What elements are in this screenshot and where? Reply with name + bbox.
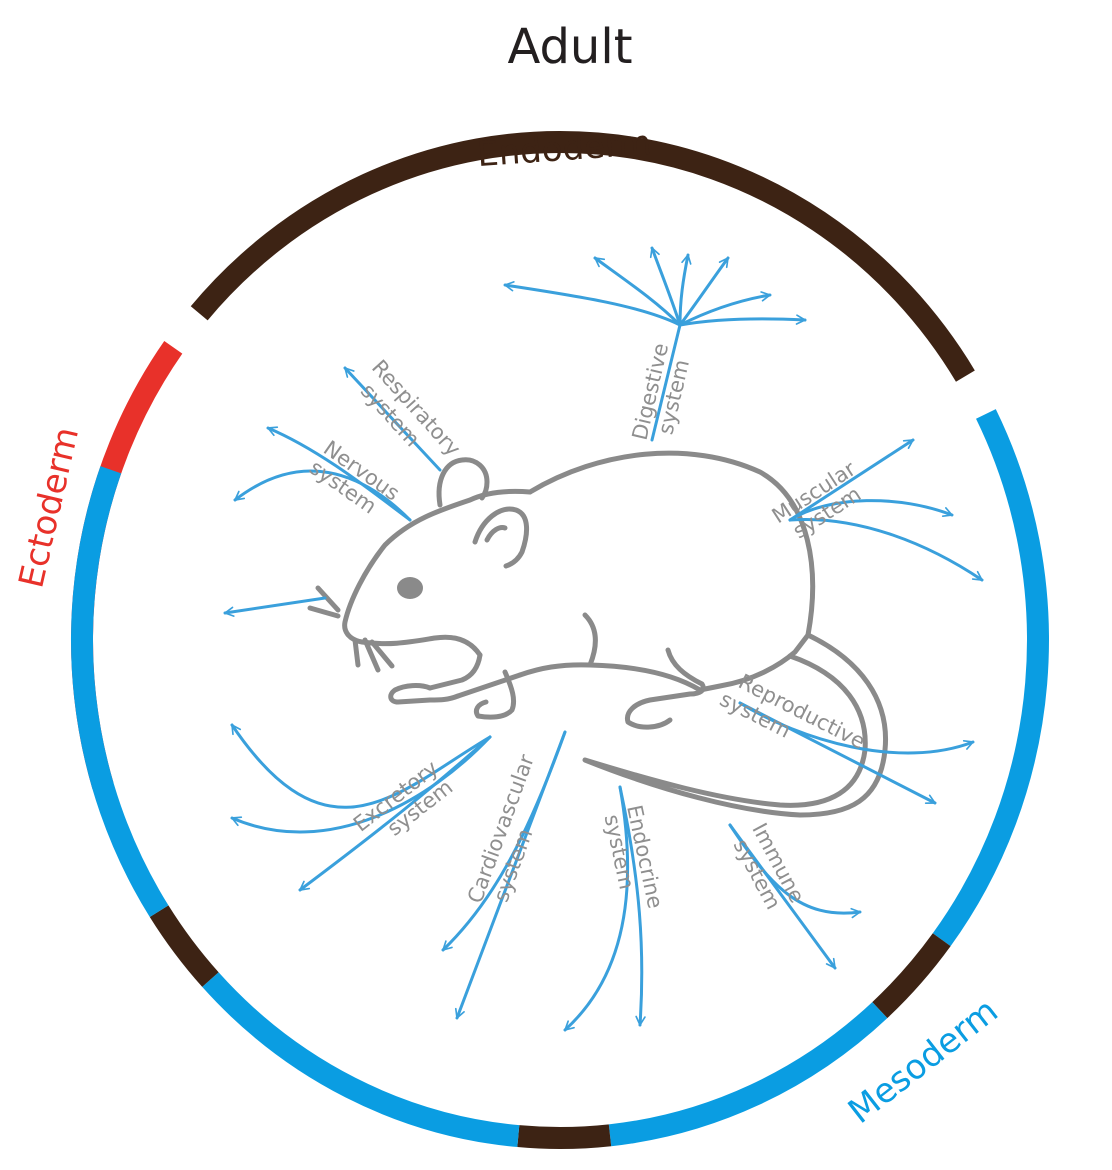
digestive-branch-arrow: [678, 314, 807, 327]
mesoderm-arc-left: [71, 466, 169, 918]
mesoderm-arc-right: [932, 409, 1049, 947]
excretory-arrow: [298, 735, 492, 892]
mouse-ear: [436, 457, 490, 508]
digestive-system-label: Digestive system: [628, 341, 694, 442]
system-labels: Digestive system Respiratory system Nerv…: [305, 341, 869, 913]
germ-layer-ring: [71, 130, 1049, 1149]
digestive-branch-arrow: [678, 291, 772, 327]
mouse-ear-fold: [484, 525, 508, 543]
endoderm-arc-top: [190, 130, 975, 382]
ectoderm-label: Ectoderm: [11, 423, 87, 591]
mouse-cheek: [427, 652, 483, 691]
mouse-tail: [582, 632, 889, 818]
digestive-branch-arrow: [503, 281, 682, 327]
immune-system-label: Immune system: [729, 819, 810, 913]
nervous-arrow: [233, 469, 412, 522]
respiratory-arrow: [343, 366, 442, 472]
digestive-branch-arrow: [593, 256, 682, 327]
muscular-system-label: Muscular system: [768, 456, 866, 543]
system-arrows: [223, 246, 984, 1032]
excretory-arrow: [230, 735, 492, 834]
cardiovascular-arrow: [441, 730, 567, 952]
nervous-system-label: Nervous system: [305, 436, 404, 519]
digestive-stem-arrow: [650, 323, 682, 442]
endoderm-label: Endoderm: [476, 123, 653, 175]
mouse-body-outline: [517, 450, 816, 693]
digestive-branch-arrow: [678, 256, 730, 327]
immune-arrow: [728, 823, 862, 919]
endoderm-arc-lower-right: [872, 933, 951, 1019]
digestive-branch-arrow: [678, 253, 692, 327]
mesoderm-arc-bottom-right: [608, 1002, 888, 1147]
cardiovascular-system-label: Cardiovascular system: [463, 751, 539, 906]
endoderm-arc-bottom: [517, 1124, 612, 1149]
endoderm-arc-lower-left: [149, 905, 219, 987]
excretory-arrow: [230, 723, 492, 809]
reproductive-arrow: [738, 701, 975, 755]
mouse-illustration: [307, 450, 889, 818]
muscular-arrow: [788, 517, 984, 582]
diagram-title: Adult: [507, 19, 632, 75]
mouse-hind-leg: [582, 612, 706, 730]
mouse-front-paw: [388, 683, 461, 705]
mesoderm-arc-bottom-left: [202, 972, 520, 1148]
mouse-eye: [397, 577, 423, 599]
mouse-front-leg: [455, 669, 523, 720]
muscular-arrow: [788, 438, 915, 522]
mouse-whisker: [307, 585, 395, 673]
endocrine-arrow: [563, 785, 630, 1032]
mouse-head-outline: [342, 488, 533, 658]
endocrine-arrow: [618, 785, 646, 1027]
digestive-branch-arrow: [649, 246, 682, 327]
mouse-ear-inner: [472, 506, 529, 569]
endocrine-system-label: Endocrine system: [600, 803, 668, 911]
muscular-arrow: [788, 499, 954, 522]
ectoderm-arrow: [223, 596, 327, 617]
nervous-arrow: [266, 426, 412, 522]
